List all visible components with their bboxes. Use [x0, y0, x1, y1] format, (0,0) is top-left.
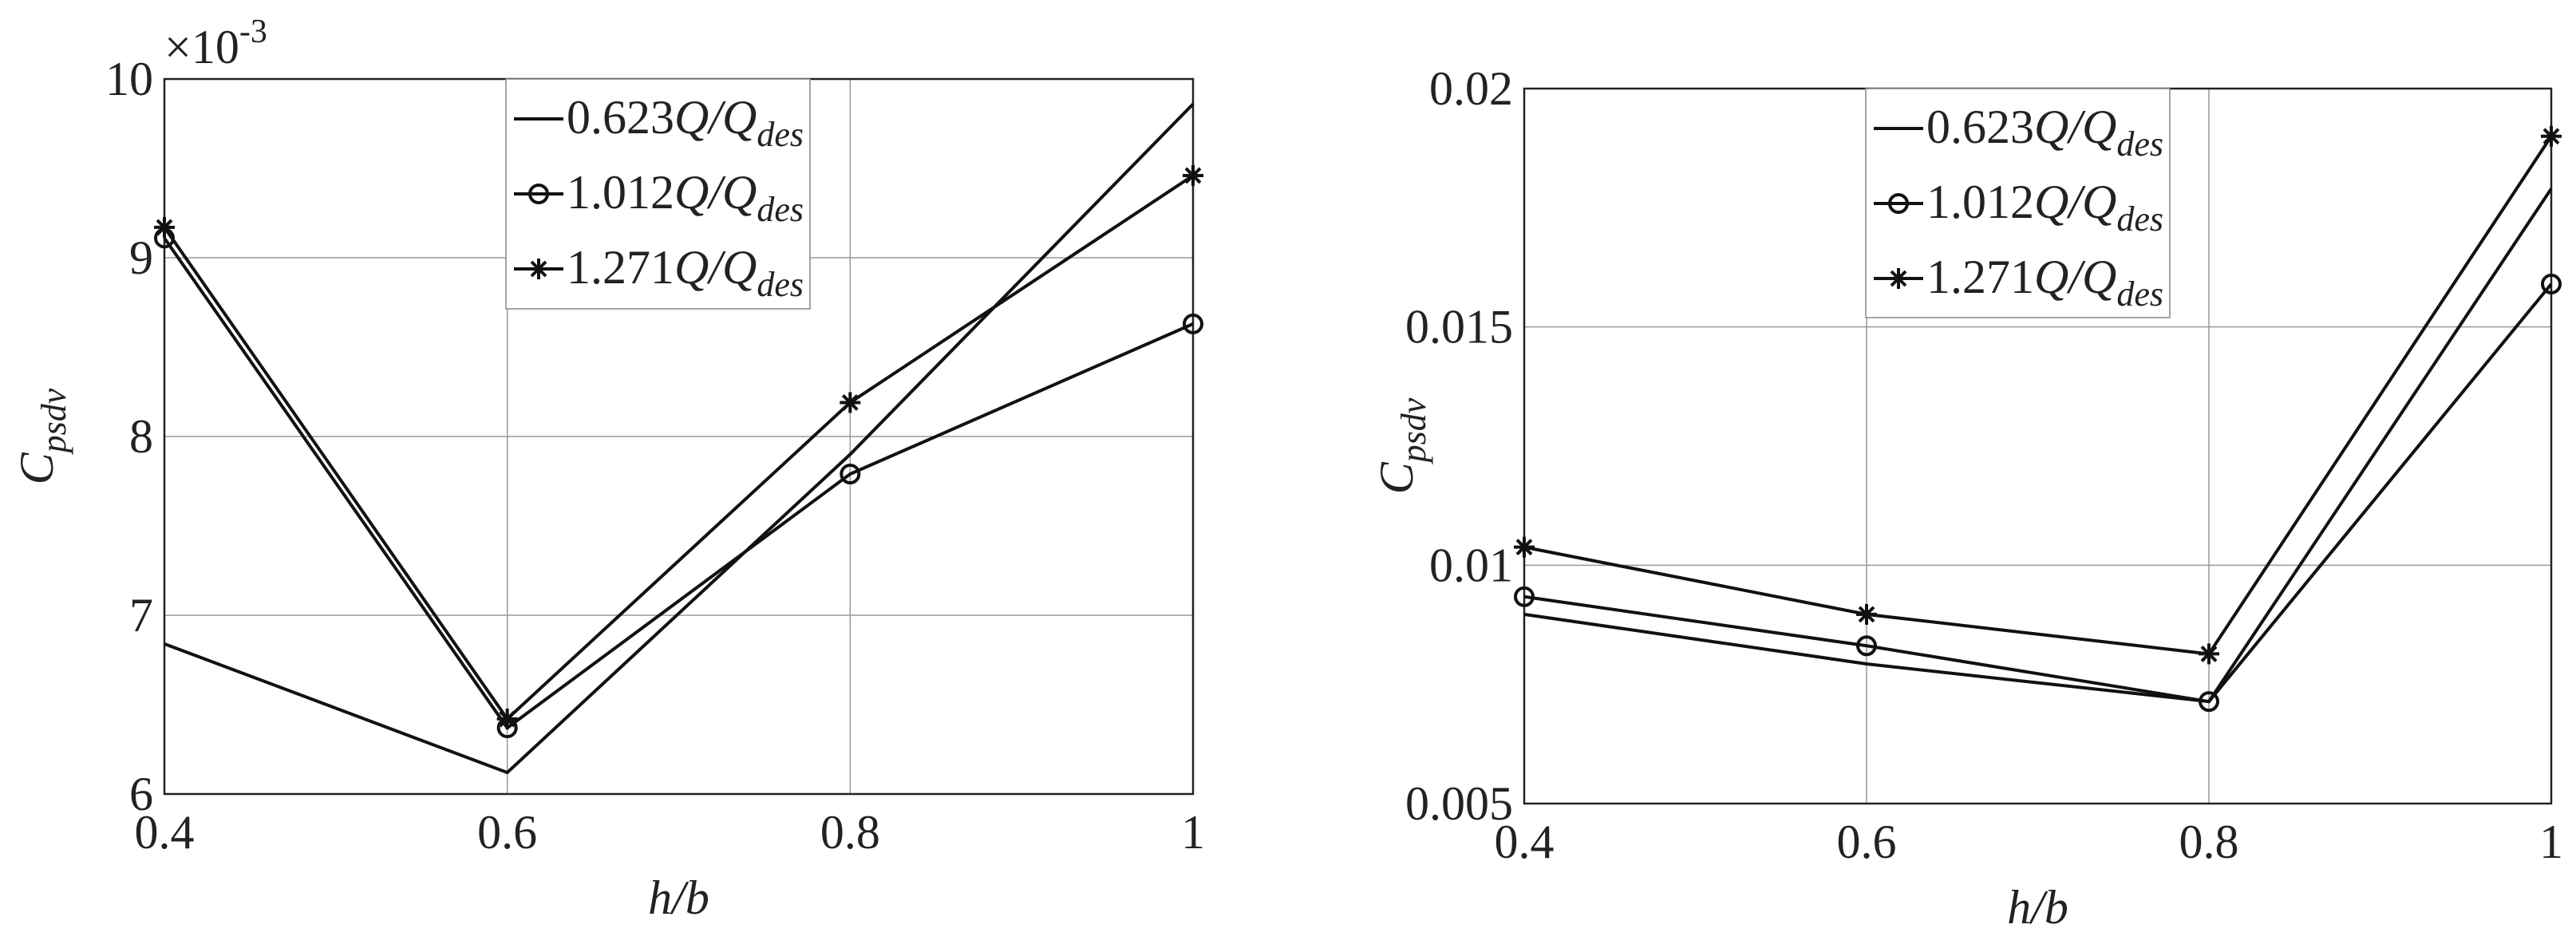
point — [1514, 536, 1535, 558]
chart: 6 7 8 9 10 0.4 0.6 0.8 1 h/b Cpsdv ×10-3 0.623Q/Qdes… — [10, 14, 1205, 924]
asterisk-stroke — [499, 710, 516, 728]
y-tick-label: 9 — [129, 231, 153, 284]
asterisk-stroke — [156, 219, 173, 236]
chart: 0.005 0.01 0.015 0.02 0.4 0.6 0.8 1 h/b Cpsdv 0.62… — [1370, 62, 2563, 934]
point — [840, 392, 861, 413]
series-line — [1523, 135, 2553, 656]
asterisk-stroke — [1184, 167, 1202, 184]
asterisk-stroke — [530, 260, 547, 278]
y-tick-label: 7 — [129, 589, 153, 642]
series-line — [1523, 188, 2553, 704]
legend-label: 1.012Q/Qdes — [567, 166, 804, 229]
point — [1514, 586, 1535, 607]
asterisk-stroke — [1515, 539, 1533, 556]
legend-label: 1.012Q/Qdes — [1926, 176, 2163, 239]
asterisk-stroke — [841, 394, 859, 411]
point — [1888, 268, 1909, 289]
y-tick-label: 0.005 — [1405, 777, 1513, 830]
legend-label: 1.271Q/Qdes — [567, 241, 804, 304]
axis-multiplier: ×10-3 — [164, 14, 267, 73]
series-line — [164, 102, 1195, 775]
y-tick-label: 8 — [129, 410, 153, 463]
x-tick-label: 0.8 — [820, 806, 880, 859]
y-axis-label: Cpsdv — [1370, 397, 1433, 494]
point — [1183, 313, 1203, 334]
point — [2199, 691, 2219, 713]
x-tick-label: 0.8 — [2179, 816, 2239, 868]
y-tick-label: 10 — [105, 53, 153, 105]
point — [2541, 273, 2562, 294]
legend-label: 0.623Q/Qdes — [567, 91, 804, 154]
x-tick-label: 0.4 — [135, 806, 195, 859]
point — [1888, 193, 1909, 214]
legend: 0.623Q/Qdes 1.012Q/Qdes 1.271Q/Qdes — [1865, 88, 2171, 318]
legend-label: 0.623Q/Qdes — [1926, 101, 2163, 164]
point — [2199, 643, 2219, 665]
point — [1183, 164, 1203, 186]
point — [2541, 125, 2562, 147]
asterisk-stroke — [1858, 606, 1875, 623]
x-axis-label: h/b — [2007, 881, 2068, 934]
asterisk-stroke — [2542, 128, 2560, 145]
x-tick-label: 0.6 — [477, 806, 537, 859]
point — [840, 464, 861, 485]
y-tick-label: 0.015 — [1405, 301, 1513, 354]
x-tick-label: 0.6 — [1837, 816, 1897, 868]
series-line — [163, 237, 1194, 730]
point — [1856, 635, 1877, 657]
point — [154, 216, 175, 238]
y-tick-label: 0.02 — [1429, 62, 1513, 115]
y-axis-label: Cpsdv — [10, 388, 73, 484]
y-tick-label: 6 — [129, 768, 153, 820]
point — [1856, 603, 1877, 625]
series-line — [163, 174, 1195, 721]
legend-label: 1.271Q/Qdes — [1926, 251, 2163, 314]
y-tick-label: 0.01 — [1429, 539, 1513, 591]
x-axis-label: h/b — [648, 871, 709, 924]
x-tick-label: 1 — [1181, 806, 1205, 859]
point — [496, 708, 518, 729]
asterisk-stroke — [1890, 270, 1907, 287]
point — [528, 259, 549, 279]
series-line — [1523, 282, 2553, 704]
x-tick-label: 1 — [2539, 816, 2563, 868]
asterisk-stroke — [2200, 646, 2218, 662]
x-tick-label: 0.4 — [1495, 816, 1555, 868]
point — [528, 184, 549, 204]
legend: 0.623Q/Qdes 1.012Q/Qdes 1.271Q/Qdes — [505, 78, 811, 310]
